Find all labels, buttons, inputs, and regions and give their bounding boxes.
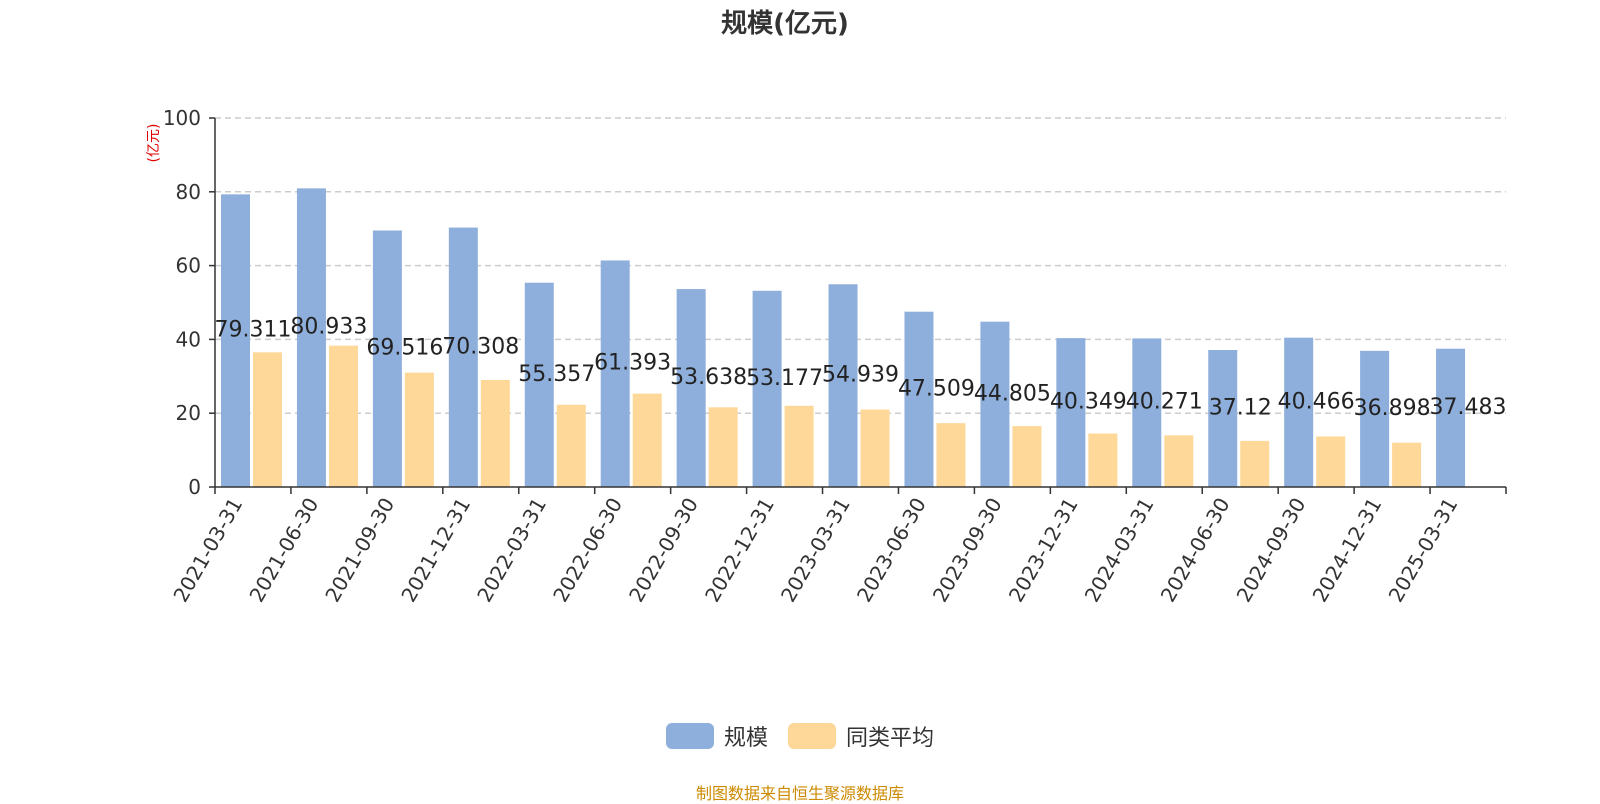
data-label: 40.466	[1278, 389, 1355, 414]
legend-item-scale[interactable]: 规模	[665, 720, 768, 752]
bar-peer-average	[253, 352, 282, 487]
x-tick-label: 2023-09-30	[928, 494, 1007, 607]
legend-label-peer-average: 同类平均	[846, 726, 935, 751]
x-tick-label: 2021-03-31	[168, 494, 247, 607]
bar-scale	[1208, 350, 1238, 487]
bar-scale	[980, 321, 1010, 487]
data-label: 44.805	[974, 381, 1051, 406]
data-label: 53.638	[670, 365, 747, 390]
bar-scale	[221, 194, 250, 487]
x-tick-label: 2022-03-31	[472, 494, 551, 607]
bar-peer-average	[936, 423, 966, 487]
data-label: 69.516	[366, 336, 443, 361]
data-label: 37.12	[1209, 396, 1272, 421]
bar-peer-average	[1088, 433, 1118, 487]
bar-peer-average	[1240, 440, 1270, 487]
bar-scale	[1360, 350, 1390, 487]
x-tick-label: 2021-12-31	[396, 494, 475, 607]
y-tick-label: 40	[176, 327, 201, 351]
bar-scale	[1284, 337, 1314, 487]
bar-peer-average	[1316, 436, 1346, 487]
bar-scale	[372, 230, 402, 487]
y-tick-label: 100	[163, 106, 201, 130]
x-tick-label: 2025-03-31	[1383, 494, 1462, 607]
bar-peer-average	[1012, 426, 1042, 487]
data-label: 55.357	[518, 362, 595, 387]
data-label: 47.509	[898, 376, 975, 401]
chart-title: 规模(亿元)	[721, 9, 849, 39]
bar-scale	[296, 188, 326, 487]
y-tick-label: 0	[188, 475, 201, 499]
x-tick-label: 2023-12-31	[1004, 494, 1083, 607]
bar-peer-average	[632, 393, 662, 487]
legend-label-scale: 规模	[723, 726, 768, 751]
bar-scale	[1056, 338, 1086, 487]
bar-peer-average	[328, 345, 358, 487]
data-label: 70.308	[442, 334, 519, 359]
bar-peer-average	[784, 405, 814, 487]
x-tick-label: 2023-03-31	[776, 494, 855, 607]
y-tick-label: 60	[176, 254, 201, 278]
y-tick-label: 80	[176, 180, 201, 204]
data-label: 54.939	[822, 363, 899, 388]
bar-peer-average	[404, 372, 434, 487]
data-label: 53.177	[746, 366, 823, 391]
bar-scale	[448, 227, 478, 487]
bar-scale	[904, 311, 934, 487]
source-note: 制图数据来自恒生聚源数据库	[695, 784, 904, 803]
x-tick-label: 2024-09-30	[1232, 494, 1311, 607]
bar-peer-average	[1164, 435, 1194, 487]
bar-scale	[1132, 338, 1162, 487]
data-label: 40.349	[1050, 390, 1127, 415]
legend-swatch-scale	[665, 723, 714, 749]
bar-scale	[676, 289, 706, 487]
bar-peer-average	[860, 409, 890, 487]
y-unit-label: (亿元)	[146, 124, 162, 163]
x-tick-label: 2021-09-30	[320, 494, 399, 607]
data-label: 36.898	[1354, 396, 1431, 421]
x-tick-label: 2023-06-30	[852, 494, 931, 607]
bar-scale	[1436, 348, 1466, 487]
bar-peer-average	[708, 407, 738, 487]
bar-peer-average	[1392, 442, 1422, 487]
y-tick-label: 20	[176, 401, 201, 425]
x-tick-label: 2024-03-31	[1080, 494, 1159, 607]
bar-scale	[524, 282, 554, 487]
legend-swatch-peer-average	[788, 723, 836, 749]
x-tick-label: 2022-06-30	[548, 494, 627, 607]
x-tick-label: 2024-12-31	[1308, 494, 1387, 607]
bar-peer-average	[556, 404, 586, 487]
data-label: 61.393	[594, 351, 671, 376]
legend: 规模 同类平均	[0, 720, 1600, 752]
bar-scale	[828, 284, 858, 487]
data-label: 79.311	[214, 318, 291, 343]
data-label: 37.483	[1430, 395, 1507, 420]
data-label: 80.933	[290, 315, 367, 340]
bar-peer-average	[480, 379, 510, 487]
x-tick-label: 2024-06-30	[1156, 494, 1235, 607]
bar-scale	[752, 290, 782, 487]
bars	[221, 188, 1466, 487]
x-tick-label: 2022-12-31	[700, 494, 779, 607]
legend-item-peer-average[interactable]: 同类平均	[788, 720, 934, 752]
bar-scale	[600, 260, 630, 487]
x-tick-label: 2022-09-30	[624, 494, 703, 607]
x-tick-label: 2021-06-30	[244, 494, 323, 607]
data-label: 40.271	[1126, 390, 1203, 415]
